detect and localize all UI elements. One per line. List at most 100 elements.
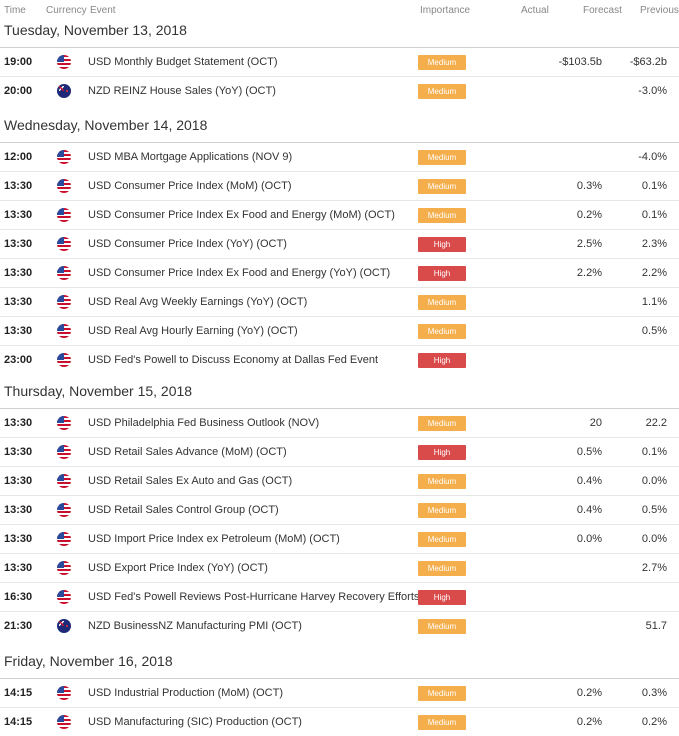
forecast-value: -$103.5b	[558, 56, 602, 68]
forecast-value	[532, 554, 602, 582]
event-time: 13:30	[4, 267, 33, 279]
event-row[interactable]: 23:00 USD Fed's Powell to Discuss Economy…	[0, 345, 679, 374]
header-previous: Previous	[640, 5, 679, 16]
us-flag-icon	[57, 150, 71, 164]
event-row[interactable]: 13:30 USD Export Price Index (YoY) (OCT) M…	[0, 553, 679, 582]
forecast-value: 0.2%	[576, 209, 602, 221]
event-name[interactable]: USD Philadelphia Fed Business Outlook (N…	[88, 417, 320, 429]
event-time: 23:00	[4, 354, 33, 366]
event-time: 16:30	[4, 591, 33, 603]
previous-value: 0.5%	[641, 325, 667, 337]
us-flag-icon	[57, 503, 71, 517]
event-row[interactable]: 13:30 USD Retail Sales Control Group (OCT…	[0, 495, 679, 524]
event-row[interactable]: 21:30 NZD BusinessNZ Manufacturing PMI (O…	[0, 611, 679, 640]
forecast-value: 2.2%	[576, 267, 602, 279]
us-flag-icon	[57, 179, 71, 193]
forecast-value: 0.2%	[576, 687, 602, 699]
event-time: 13:30	[4, 296, 33, 308]
event-row[interactable]: 13:30 USD Import Price Index ex Petroleum…	[0, 524, 679, 553]
previous-value: 0.1%	[641, 446, 667, 458]
previous-value: 22.2	[645, 417, 667, 429]
event-name[interactable]: USD Consumer Price Index Ex Food and Ene…	[88, 209, 395, 221]
event-row[interactable]: 13:30 USD Consumer Price Index Ex Food an…	[0, 200, 679, 229]
importance-badge: High	[418, 445, 466, 460]
previous-value	[597, 346, 667, 374]
event-name[interactable]: USD MBA Mortgage Applications (NOV 9)	[88, 151, 293, 163]
day-label: Friday, November 16, 2018	[4, 653, 173, 669]
event-row[interactable]: 13:30 USD Consumer Price Index (MoM) (OCT…	[0, 171, 679, 200]
event-row[interactable]: 13:30 USD Real Avg Hourly Earning (YoY) (…	[0, 316, 679, 345]
event-name[interactable]: USD Industrial Production (MoM) (OCT)	[88, 687, 283, 699]
event-name[interactable]: USD Fed's Powell Reviews Post-Hurricane …	[88, 591, 420, 603]
event-name[interactable]: USD Retail Sales Control Group (OCT)	[88, 504, 279, 516]
event-row[interactable]: 13:30 USD Philadelphia Fed Business Outlo…	[0, 408, 679, 437]
event-time: 13:30	[4, 533, 33, 545]
importance-badge: Medium	[418, 295, 466, 310]
event-name[interactable]: USD Real Avg Hourly Earning (YoY) (OCT)	[88, 325, 298, 337]
us-flag-icon	[57, 237, 71, 251]
header-importance: Importance	[420, 5, 471, 16]
event-name[interactable]: USD Consumer Price Index (MoM) (OCT)	[88, 180, 292, 192]
event-row[interactable]: 14:15 USD Industrial Production (MoM) (OC…	[0, 678, 679, 707]
day-header: Wednesday, November 14, 2018	[0, 110, 679, 142]
us-flag-icon	[57, 208, 71, 222]
previous-value: 2.7%	[641, 562, 667, 574]
us-flag-icon	[57, 295, 71, 309]
event-name[interactable]: USD Manufacturing (SIC) Production (OCT)	[88, 716, 302, 728]
us-flag-icon	[57, 416, 71, 430]
us-flag-icon	[57, 532, 71, 546]
importance-badge: Medium	[418, 55, 466, 70]
us-flag-icon	[57, 715, 71, 729]
event-row[interactable]: 14:15 USD Manufacturing (SIC) Production …	[0, 707, 679, 736]
importance-badge: Medium	[418, 532, 466, 547]
previous-value: 0.2%	[641, 716, 667, 728]
event-row[interactable]: 16:30 USD Fed's Powell Reviews Post-Hurri…	[0, 582, 679, 611]
event-name[interactable]: USD Monthly Budget Statement (OCT)	[88, 56, 278, 68]
event-time: 14:15	[4, 687, 33, 699]
event-time: 19:00	[4, 56, 33, 68]
event-row[interactable]: 19:00 USD Monthly Budget Statement (OCT) M…	[0, 47, 679, 76]
event-time: 13:30	[4, 209, 33, 221]
importance-badge: Medium	[418, 84, 466, 99]
previous-value: 0.0%	[641, 475, 667, 487]
event-name[interactable]: NZD REINZ House Sales (YoY) (OCT)	[88, 85, 276, 97]
event-time: 14:15	[4, 716, 33, 728]
event-name[interactable]: NZD BusinessNZ Manufacturing PMI (OCT)	[88, 620, 302, 632]
event-time: 13:30	[4, 446, 33, 458]
forecast-value: 20	[589, 417, 602, 429]
nz-flag-icon	[57, 84, 71, 98]
previous-value: 2.2%	[641, 267, 667, 279]
us-flag-icon	[57, 266, 71, 280]
event-time: 20:00	[4, 85, 33, 97]
us-flag-icon	[57, 590, 71, 604]
importance-badge: Medium	[418, 474, 466, 489]
forecast-value	[532, 317, 602, 345]
event-name[interactable]: USD Real Avg Weekly Earnings (YoY) (OCT)	[88, 296, 308, 308]
us-flag-icon	[57, 353, 71, 367]
event-row[interactable]: 13:30 USD Consumer Price Index (YoY) (OCT…	[0, 229, 679, 258]
event-row[interactable]: 13:30 USD Real Avg Weekly Earnings (YoY) …	[0, 287, 679, 316]
forecast-value: 0.4%	[576, 475, 602, 487]
previous-value: 51.7	[645, 620, 667, 632]
event-row[interactable]: 13:30 USD Retail Sales Advance (MoM) (OCT…	[0, 437, 679, 466]
event-name[interactable]: USD Export Price Index (YoY) (OCT)	[88, 562, 268, 574]
importance-badge: High	[418, 353, 466, 368]
forecast-value	[532, 288, 602, 316]
previous-value: -4.0%	[638, 151, 667, 163]
day-label: Tuesday, November 13, 2018	[4, 22, 187, 38]
event-name[interactable]: USD Consumer Price Index (YoY) (OCT)	[88, 238, 287, 250]
header-event: Event	[90, 5, 116, 16]
importance-badge: Medium	[418, 619, 466, 634]
nz-flag-icon	[57, 619, 71, 633]
event-name[interactable]: USD Retail Sales Ex Auto and Gas (OCT)	[88, 475, 293, 487]
forecast-value: 0.4%	[576, 504, 602, 516]
event-name[interactable]: USD Consumer Price Index Ex Food and Ene…	[88, 267, 391, 279]
event-row[interactable]: 20:00 NZD REINZ House Sales (YoY) (OCT) Me…	[0, 76, 679, 105]
event-name[interactable]: USD Retail Sales Advance (MoM) (OCT)	[88, 446, 287, 458]
event-name[interactable]: USD Import Price Index ex Petroleum (MoM…	[88, 533, 340, 545]
event-name[interactable]: USD Fed's Powell to Discuss Economy at D…	[88, 354, 379, 366]
event-row[interactable]: 13:30 USD Consumer Price Index Ex Food an…	[0, 258, 679, 287]
event-row[interactable]: 13:30 USD Retail Sales Ex Auto and Gas (O…	[0, 466, 679, 495]
previous-value	[597, 583, 667, 611]
event-row[interactable]: 12:00 USD MBA Mortgage Applications (NOV …	[0, 142, 679, 171]
